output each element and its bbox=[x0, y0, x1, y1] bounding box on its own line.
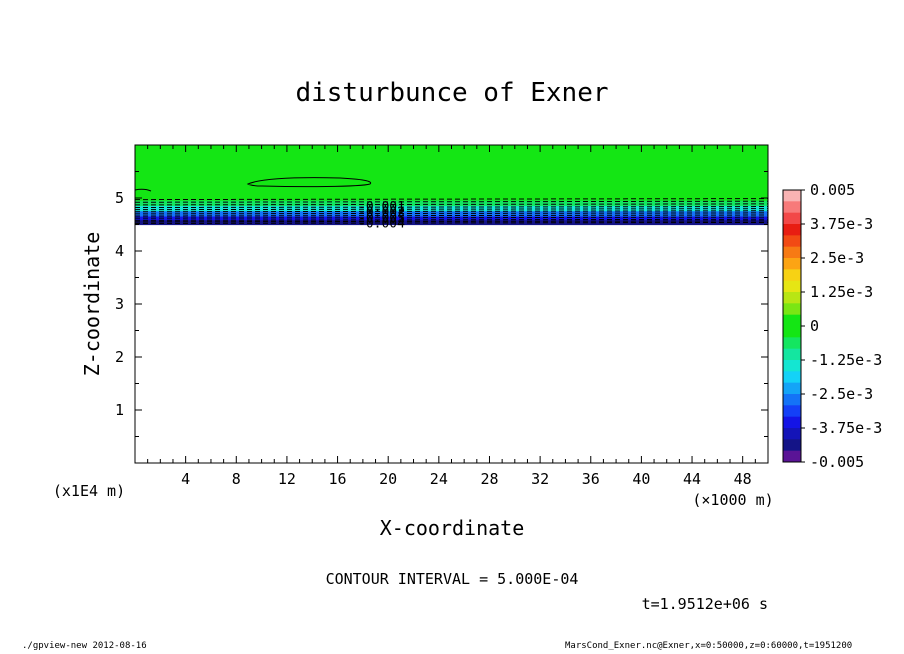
x-axis-unit: (×1000 m) bbox=[692, 491, 773, 509]
contour-line-negative bbox=[134, 212, 769, 215]
colorbar-swatch bbox=[783, 303, 801, 316]
contour-label: -0.004 bbox=[358, 217, 405, 232]
x-tick-label: 48 bbox=[734, 470, 752, 488]
contour-line-negative bbox=[134, 203, 769, 206]
contour-label: -0.003 bbox=[358, 211, 405, 226]
colorbar-tick-label: -2.5e-3 bbox=[810, 385, 873, 403]
colorbar-swatch bbox=[783, 439, 801, 452]
colorbar-swatch bbox=[783, 224, 801, 236]
colorbar-tick-label: -0.005 bbox=[810, 453, 864, 471]
contour-lines bbox=[134, 177, 769, 224]
colorbar-swatch bbox=[783, 416, 801, 429]
colorbar-swatch bbox=[783, 428, 801, 440]
colorbar-swatch bbox=[783, 292, 801, 304]
x-tick-label: 12 bbox=[278, 470, 296, 488]
contour-line-negative bbox=[134, 220, 769, 223]
contour-line-negative bbox=[134, 208, 769, 211]
chart-title: disturbunce of Exner bbox=[295, 78, 608, 108]
colorbar-tick-label: -3.75e-3 bbox=[810, 419, 882, 437]
field-band bbox=[135, 187, 768, 202]
contour-line-negative bbox=[134, 210, 769, 213]
colorbar-swatch bbox=[783, 326, 801, 338]
contour-line-negative bbox=[134, 221, 769, 224]
colorbar-swatch bbox=[783, 371, 801, 384]
contour-line-zero-closed bbox=[246, 177, 372, 188]
contour-line-negative bbox=[134, 214, 769, 217]
colorbar-swatch bbox=[783, 360, 801, 372]
y-axis-unit: (x1E4 m) bbox=[53, 482, 125, 500]
x-tick-label: 40 bbox=[632, 470, 650, 488]
x-tick-label: 32 bbox=[531, 470, 549, 488]
contour-line-negative bbox=[134, 216, 769, 219]
colorbar-labels: 0.005 3.75e-3 2.5e-3 1.25e-3 0 -1.25e-3 -2.5e-… bbox=[801, 181, 882, 471]
x-tick-label: 28 bbox=[480, 470, 498, 488]
colorbar-swatch bbox=[783, 280, 801, 293]
x-ticks: 4 8 12 16 20 24 28 32 36 40 44 48 bbox=[147, 145, 756, 488]
contour-line-negative bbox=[134, 206, 769, 209]
field-band bbox=[135, 200, 768, 207]
colorbar-swatch bbox=[783, 314, 801, 327]
y-ticks: 1 2 3 4 5 bbox=[115, 171, 768, 437]
colorbar-tick-label: 0.005 bbox=[810, 181, 855, 199]
colorbar-swatch bbox=[783, 348, 801, 361]
y-tick-label: 2 bbox=[115, 348, 124, 366]
y-tick-label: 1 bbox=[115, 401, 124, 419]
colorbar-swatch bbox=[783, 394, 801, 406]
contour-interval-text: CONTOUR INTERVAL = 5.000E-04 bbox=[326, 570, 579, 588]
y-tick-label: 3 bbox=[115, 295, 124, 313]
colorbar-tick-label: 0 bbox=[810, 317, 819, 335]
colorbar-swatch bbox=[783, 258, 801, 270]
contour-line-edge bbox=[134, 188, 152, 192]
colorbar-tick-label: 1.25e-3 bbox=[810, 283, 873, 301]
y-axis-label: Z-coordinate bbox=[80, 232, 104, 377]
x-tick-label: 16 bbox=[329, 470, 347, 488]
footer-right: MarsCond_Exner.nc@Exner,x=0:50000,z=0:60… bbox=[565, 641, 853, 651]
colorbar bbox=[783, 190, 801, 463]
contour-label: -0.001 bbox=[358, 200, 405, 215]
colorbar-swatch bbox=[783, 212, 801, 225]
contour-line-negative bbox=[134, 200, 769, 203]
x-tick-label: 8 bbox=[232, 470, 241, 488]
field-band bbox=[135, 216, 768, 221]
contour-labels: -0.001-0.002-0.003-0.004 bbox=[358, 200, 405, 232]
x-tick-label: 36 bbox=[582, 470, 600, 488]
colorbar-swatch bbox=[783, 201, 801, 214]
y-tick-label: 5 bbox=[115, 189, 124, 207]
time-text: t=1.9512e+06 s bbox=[642, 595, 768, 613]
footer-left: ./gpview-new 2012-08-16 bbox=[22, 641, 147, 651]
colorbar-tick-label: 3.75e-3 bbox=[810, 215, 873, 233]
colorbar-swatch bbox=[783, 190, 801, 202]
colorbar-swatch bbox=[783, 450, 801, 463]
colorbar-swatch bbox=[783, 405, 801, 418]
colorbar-swatch bbox=[783, 269, 801, 282]
colorbar-swatch bbox=[783, 235, 801, 248]
x-tick-label: 20 bbox=[379, 470, 397, 488]
contour-label: -0.002 bbox=[358, 206, 405, 221]
contour-line-negative bbox=[134, 198, 769, 201]
colorbar-swatch bbox=[783, 382, 801, 395]
y-tick-label: 4 bbox=[115, 242, 124, 260]
colorbar-tick-label: -1.25e-3 bbox=[810, 351, 882, 369]
colorbar-swatch bbox=[783, 246, 801, 259]
x-tick-label: 4 bbox=[181, 470, 190, 488]
contour-line-negative bbox=[134, 218, 769, 221]
field-band bbox=[135, 211, 768, 218]
x-tick-label: 24 bbox=[430, 470, 448, 488]
x-tick-label: 44 bbox=[683, 470, 701, 488]
colorbar-tick-label: 2.5e-3 bbox=[810, 249, 864, 267]
field-band bbox=[135, 145, 768, 188]
x-axis-label: X-coordinate bbox=[380, 516, 525, 540]
colorbar-swatch bbox=[783, 337, 801, 350]
